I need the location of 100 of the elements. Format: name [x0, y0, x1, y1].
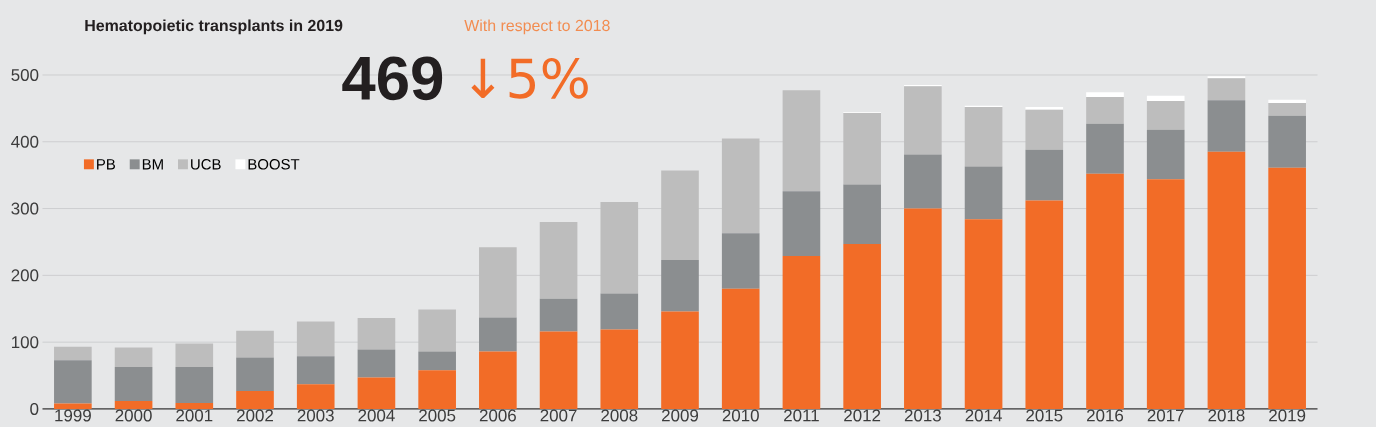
bar [296, 321, 335, 357]
x-tick-label: 2003 [297, 409, 334, 422]
bar [843, 113, 881, 185]
x-tick-label: 2001 [176, 409, 213, 422]
x-tick-label: 2005 [419, 409, 456, 422]
y-tick-label: 500 [11, 68, 39, 81]
bar [721, 288, 760, 409]
bar [1146, 179, 1185, 409]
bar [539, 298, 578, 332]
chart-subtitle: With respect to 2018 [464, 19, 610, 35]
bar [1086, 123, 1124, 174]
bar [1207, 100, 1246, 152]
x-tick-label: 2017 [1147, 409, 1184, 422]
x-tick-label: 2014 [965, 409, 1002, 422]
bar [964, 166, 1003, 220]
bar [1207, 76, 1246, 79]
bar [296, 384, 335, 409]
bar [236, 330, 274, 358]
y-tick-label: 300 [11, 202, 39, 215]
bar [175, 402, 214, 409]
bar [418, 370, 456, 409]
bar [843, 184, 881, 244]
bar [1146, 129, 1185, 180]
x-tick-label: 2008 [601, 409, 638, 422]
bar [357, 318, 396, 350]
bar [236, 357, 274, 391]
bar [782, 90, 821, 192]
bar [843, 243, 881, 409]
bar [1086, 97, 1124, 124]
x-tick-label: 2013 [904, 409, 941, 422]
bar [661, 311, 699, 409]
x-tick-label: 2018 [1208, 409, 1245, 422]
bar [964, 107, 1003, 167]
bar [904, 154, 942, 209]
bar [600, 329, 639, 409]
bar [904, 208, 942, 409]
chart-title: Hematopoietic transplants in 2019 [85, 19, 343, 35]
x-tick-label: 2009 [662, 409, 699, 422]
x-tick-label: 2015 [1026, 409, 1063, 422]
bar [539, 331, 578, 409]
bar [1146, 95, 1185, 102]
annotation: 469 [342, 56, 443, 101]
bar [721, 233, 760, 289]
bar [54, 346, 92, 361]
y-tick-label: 0 [30, 402, 39, 415]
bar [1268, 99, 1306, 104]
y-tick-label: 100 [12, 336, 39, 349]
bar [721, 138, 760, 234]
x-tick-label: 2006 [479, 409, 516, 422]
bar [418, 351, 456, 371]
bar [54, 403, 92, 409]
bar [1086, 173, 1124, 409]
x-tick-label: 2004 [358, 409, 395, 422]
bar [1025, 109, 1064, 150]
bar [54, 360, 92, 404]
bar [1086, 92, 1124, 97]
bar [661, 170, 699, 260]
bar [236, 390, 274, 409]
bar [1025, 107, 1064, 110]
bar [1268, 167, 1306, 409]
bar [479, 317, 517, 352]
bar [175, 343, 214, 367]
bar [114, 347, 153, 367]
bar [1025, 149, 1064, 201]
bar [418, 309, 456, 352]
bar [1025, 200, 1064, 409]
legend-label: BOOST [248, 159, 300, 170]
bar [904, 86, 942, 155]
x-tick-label: 1999 [55, 409, 91, 422]
bar [600, 201, 639, 294]
legend-label: PB [97, 159, 115, 170]
x-tick-label: 2019 [1269, 409, 1306, 422]
bar [661, 260, 699, 312]
annotation: ↓5% [471, 57, 588, 99]
bar [175, 366, 214, 403]
bar [782, 255, 821, 409]
legend-label: UCB [191, 159, 221, 170]
y-tick-label: 400 [11, 135, 39, 148]
bar [479, 247, 517, 318]
bar [1268, 103, 1306, 116]
bar [1268, 115, 1306, 168]
x-tick-label: 2002 [237, 409, 273, 422]
bar [600, 293, 639, 330]
bar [1146, 101, 1185, 130]
bar [114, 400, 153, 409]
bar [357, 377, 396, 409]
bar [114, 366, 153, 401]
x-tick-label: 2012 [844, 409, 881, 422]
x-tick-label: 2011 [784, 409, 819, 422]
x-tick-label: 2000 [115, 409, 152, 422]
bar [1207, 151, 1246, 409]
bar [296, 356, 335, 385]
legend-label: BM [142, 159, 163, 170]
bar [539, 221, 578, 299]
bar [1207, 78, 1246, 101]
y-tick-label: 200 [11, 269, 39, 282]
x-tick-label: 2016 [1087, 409, 1124, 422]
bar [782, 191, 821, 256]
x-tick-label: 2010 [722, 409, 759, 422]
bar [964, 219, 1003, 409]
